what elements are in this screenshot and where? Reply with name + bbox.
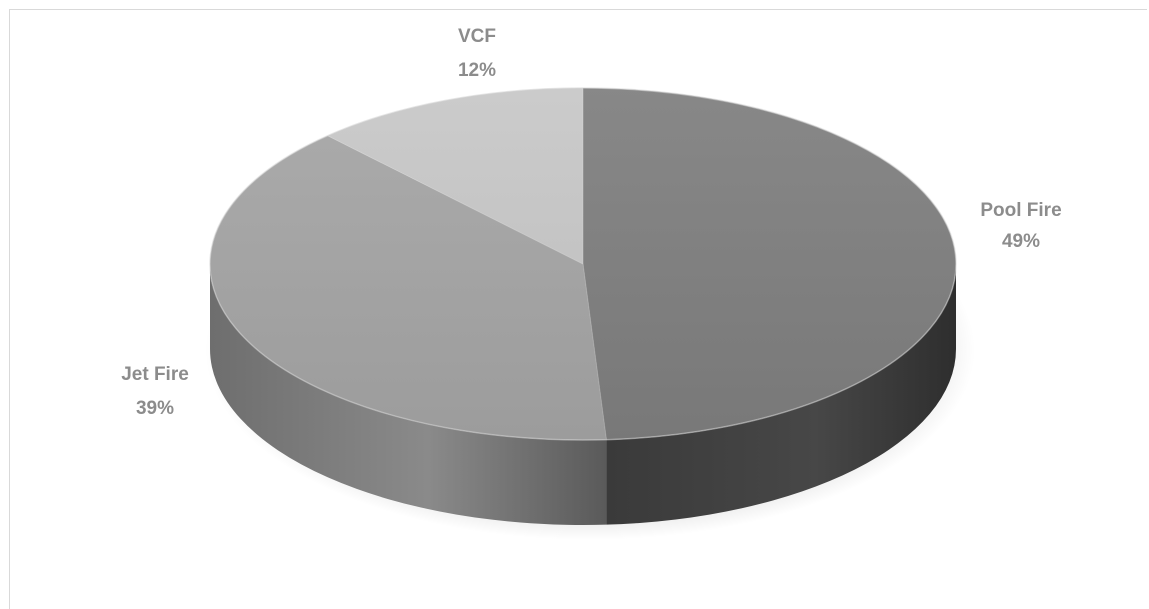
data-label-value-pool-fire: 49% bbox=[1002, 231, 1040, 252]
data-label-name-jet-fire: Jet Fire bbox=[121, 364, 189, 385]
pie-side-jet-fire bbox=[210, 264, 607, 525]
pie-sides bbox=[210, 264, 957, 525]
pie-labels: Pool Fire 49% Jet Fire 39% VCF 12% bbox=[121, 26, 1061, 419]
pie-tops bbox=[209, 87, 957, 441]
pie-side-pool-fire bbox=[606, 264, 957, 525]
data-label-name-vcf: VCF bbox=[458, 26, 496, 47]
data-label-value-jet-fire: 39% bbox=[136, 398, 174, 419]
pie-rim bbox=[209, 87, 957, 441]
data-label-value-vcf: 12% bbox=[458, 60, 496, 81]
data-label-name-pool-fire: Pool Fire bbox=[980, 200, 1061, 221]
